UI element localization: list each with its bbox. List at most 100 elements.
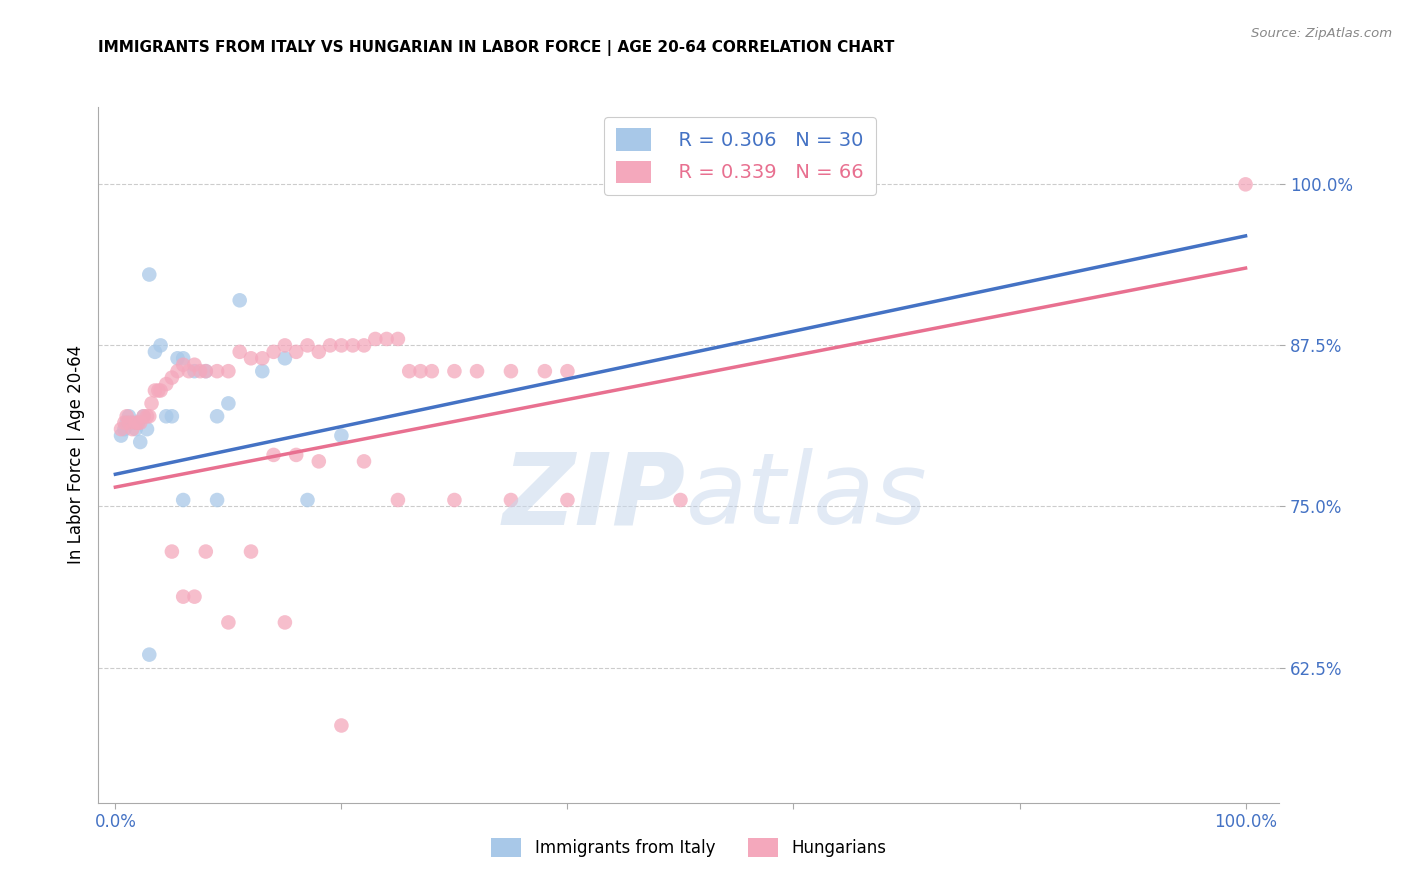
Point	[172, 590, 194, 604]
Point	[160, 409, 183, 424]
Point	[129, 416, 152, 430]
Point	[285, 344, 308, 359]
Y-axis label: In Labor Force | Age 20-64: In Labor Force | Age 20-64	[66, 345, 84, 565]
Point	[188, 364, 211, 378]
Point	[155, 377, 177, 392]
Point	[136, 422, 159, 436]
Point	[297, 493, 319, 508]
Point	[125, 422, 148, 436]
Point	[112, 422, 135, 436]
Point	[342, 338, 364, 352]
Point	[228, 293, 250, 308]
Point	[274, 615, 297, 630]
Point	[138, 648, 160, 662]
Point	[183, 590, 205, 604]
Point	[240, 351, 263, 366]
Point	[217, 364, 239, 378]
Point	[398, 364, 420, 378]
Point	[166, 364, 188, 378]
Text: Source: ZipAtlas.com: Source: ZipAtlas.com	[1251, 27, 1392, 40]
Point	[155, 409, 177, 424]
Legend: Immigrants from Italy, Hungarians: Immigrants from Italy, Hungarians	[485, 831, 893, 864]
Point	[118, 416, 141, 430]
Point	[252, 351, 274, 366]
Point	[308, 344, 330, 359]
Point	[330, 338, 353, 352]
Point	[121, 416, 143, 430]
Point	[118, 409, 141, 424]
Point	[375, 332, 398, 346]
Point	[1234, 178, 1257, 192]
Point	[160, 544, 183, 558]
Point	[141, 396, 163, 410]
Point	[127, 416, 149, 430]
Point	[409, 364, 432, 378]
Point	[115, 409, 138, 424]
Point	[110, 428, 132, 442]
Point	[353, 338, 375, 352]
Point	[263, 448, 285, 462]
Point	[143, 384, 166, 398]
Point	[669, 178, 692, 192]
Point	[217, 396, 239, 410]
Point	[183, 358, 205, 372]
Point	[499, 493, 522, 508]
Point	[285, 448, 308, 462]
Point	[274, 338, 297, 352]
Point	[143, 344, 166, 359]
Point	[557, 364, 579, 378]
Point	[132, 409, 155, 424]
Point	[183, 364, 205, 378]
Point	[263, 344, 285, 359]
Point	[127, 416, 149, 430]
Point	[160, 370, 183, 384]
Point	[387, 493, 409, 508]
Point	[252, 364, 274, 378]
Point	[330, 718, 353, 732]
Point	[194, 364, 217, 378]
Point	[149, 384, 172, 398]
Point	[228, 344, 250, 359]
Point	[110, 422, 132, 436]
Point	[148, 384, 170, 398]
Point	[205, 493, 228, 508]
Point	[112, 416, 135, 430]
Point	[194, 544, 217, 558]
Point	[172, 493, 194, 508]
Point	[534, 364, 557, 378]
Point	[194, 364, 217, 378]
Point	[172, 358, 194, 372]
Point	[149, 338, 172, 352]
Point	[330, 428, 353, 442]
Point	[557, 493, 579, 508]
Point	[240, 544, 263, 558]
Point	[172, 351, 194, 366]
Point	[217, 615, 239, 630]
Point	[364, 332, 387, 346]
Point	[353, 454, 375, 468]
Point	[499, 364, 522, 378]
Point	[136, 409, 159, 424]
Point	[138, 409, 160, 424]
Point	[132, 409, 155, 424]
Text: IMMIGRANTS FROM ITALY VS HUNGARIAN IN LABOR FORCE | AGE 20-64 CORRELATION CHART: IMMIGRANTS FROM ITALY VS HUNGARIAN IN LA…	[98, 40, 894, 56]
Text: ZIP: ZIP	[503, 448, 686, 545]
Point	[420, 364, 443, 378]
Point	[669, 493, 692, 508]
Point	[297, 338, 319, 352]
Point	[274, 351, 297, 366]
Point	[121, 422, 143, 436]
Point	[205, 409, 228, 424]
Point	[166, 351, 188, 366]
Point	[205, 364, 228, 378]
Point	[308, 454, 330, 468]
Point	[443, 493, 465, 508]
Point	[177, 364, 200, 378]
Point	[138, 268, 160, 282]
Point	[115, 416, 138, 430]
Text: atlas: atlas	[686, 448, 928, 545]
Point	[129, 435, 152, 450]
Point	[443, 364, 465, 378]
Point	[387, 332, 409, 346]
Point	[125, 416, 148, 430]
